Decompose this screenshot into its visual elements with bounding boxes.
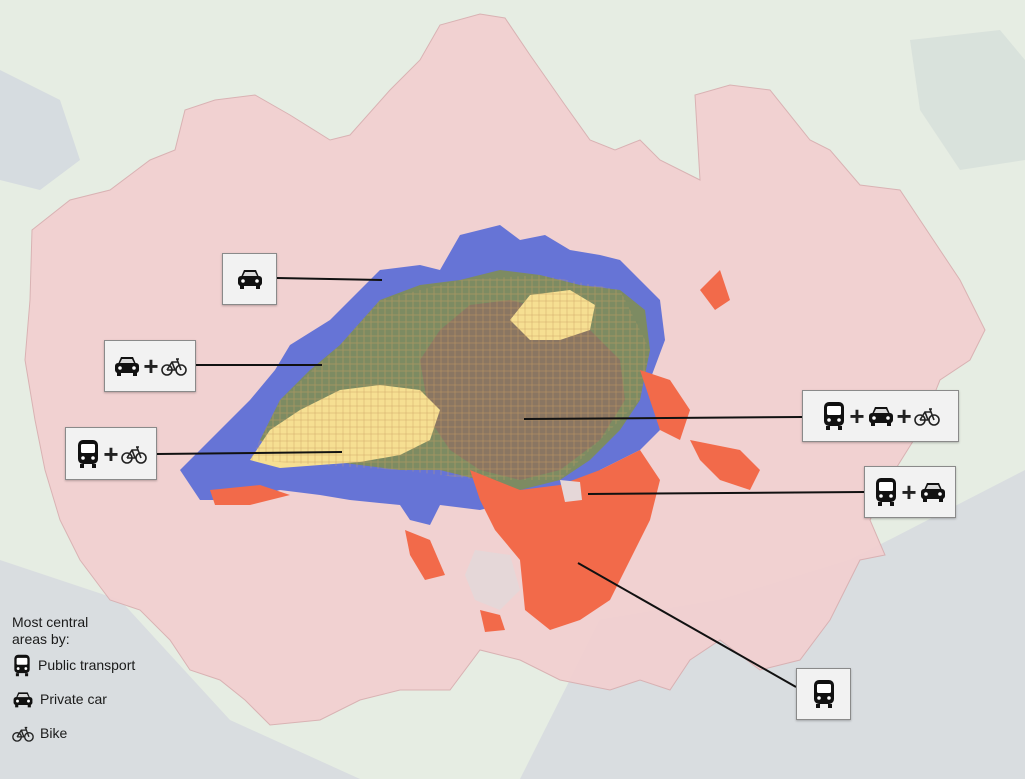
zone-bus (640, 370, 690, 440)
bus-icon (813, 680, 834, 708)
leader-line-bus-bike (156, 451, 343, 455)
bus-icon (78, 439, 99, 468)
legend-item-public-transport: Public transport (12, 654, 202, 676)
callout-bus-car: + (864, 466, 956, 518)
legend-label: Private car (40, 691, 107, 707)
leader-line-bus-car (587, 491, 865, 495)
water-inlet (465, 550, 520, 610)
leader-line-bus-car-bike (523, 416, 803, 420)
plus-sign: + (901, 477, 917, 507)
bus-icon (824, 402, 845, 430)
legend-item-private-car: Private car (12, 688, 202, 710)
callout-car (222, 253, 277, 305)
legend-label: Public transport (38, 657, 136, 673)
legend: Most central areas by: Public transport … (12, 614, 202, 744)
lake (910, 30, 1025, 170)
zone-bus (700, 270, 730, 310)
callout-bus-bike: + (65, 427, 157, 480)
zone-bus (405, 530, 445, 580)
lake (0, 70, 80, 190)
car-icon (13, 691, 33, 707)
car-icon (237, 270, 262, 289)
leader-lines (156, 277, 865, 688)
callout-bus-car-bike: + + (802, 390, 959, 442)
bike-icon (120, 445, 147, 464)
water-inlet (560, 480, 582, 502)
car-icon (868, 407, 893, 426)
bus-icon (14, 654, 30, 676)
plus-sign: + (143, 351, 159, 381)
plus-sign: + (849, 401, 865, 431)
bike-icon (913, 408, 940, 426)
callout-car-bike: + (104, 340, 196, 392)
legend-heading: Most central areas by: (12, 614, 89, 647)
zone-bus (690, 440, 760, 490)
bus-icon (876, 478, 897, 506)
callout-bus (796, 668, 851, 720)
plus-sign: + (896, 401, 912, 431)
car-icon (115, 357, 140, 376)
leader-line-car (276, 277, 383, 281)
car-icon (920, 483, 945, 502)
legend-item-bike: Bike (12, 722, 202, 744)
bike-icon (160, 358, 187, 376)
sea (0, 470, 1025, 779)
legend-label: Bike (40, 725, 68, 741)
zone-bus (470, 450, 660, 630)
zone-bus (480, 610, 505, 632)
grid-overlay (250, 275, 650, 480)
bike-icon (12, 726, 34, 742)
leader-line-bus (577, 562, 797, 688)
zone-bus (210, 485, 290, 505)
plus-sign: + (103, 438, 119, 469)
